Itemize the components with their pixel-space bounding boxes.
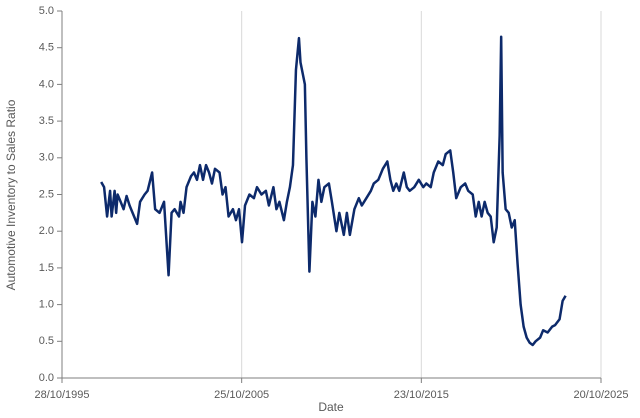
y-tick-label: 3.5 xyxy=(39,115,54,127)
x-tick-label: 23/10/2015 xyxy=(394,389,449,401)
y-tick-label: 4.0 xyxy=(39,78,54,90)
y-tick-label: 2.5 xyxy=(39,188,54,200)
y-tick-label: 2.0 xyxy=(39,225,54,237)
y-tick-label: 5.0 xyxy=(39,5,54,17)
y-tick-label: 1.5 xyxy=(39,262,54,274)
y-tick-label: 1.0 xyxy=(39,299,54,311)
x-tick-label: 28/10/1995 xyxy=(34,389,89,401)
data-line xyxy=(100,35,567,347)
y-tick-label: 0.5 xyxy=(39,335,54,347)
x-axis-title: Date xyxy=(318,400,344,414)
y-tick-label: 4.5 xyxy=(39,42,54,54)
x-tick-label: 20/10/2025 xyxy=(573,389,628,401)
x-tick-label: 25/10/2005 xyxy=(214,389,269,401)
y-axis-title: Automotive Inventory to Sales Ratio xyxy=(4,99,18,290)
y-tick-label: 0.0 xyxy=(39,372,54,384)
y-tick-label: 3.0 xyxy=(39,152,54,164)
